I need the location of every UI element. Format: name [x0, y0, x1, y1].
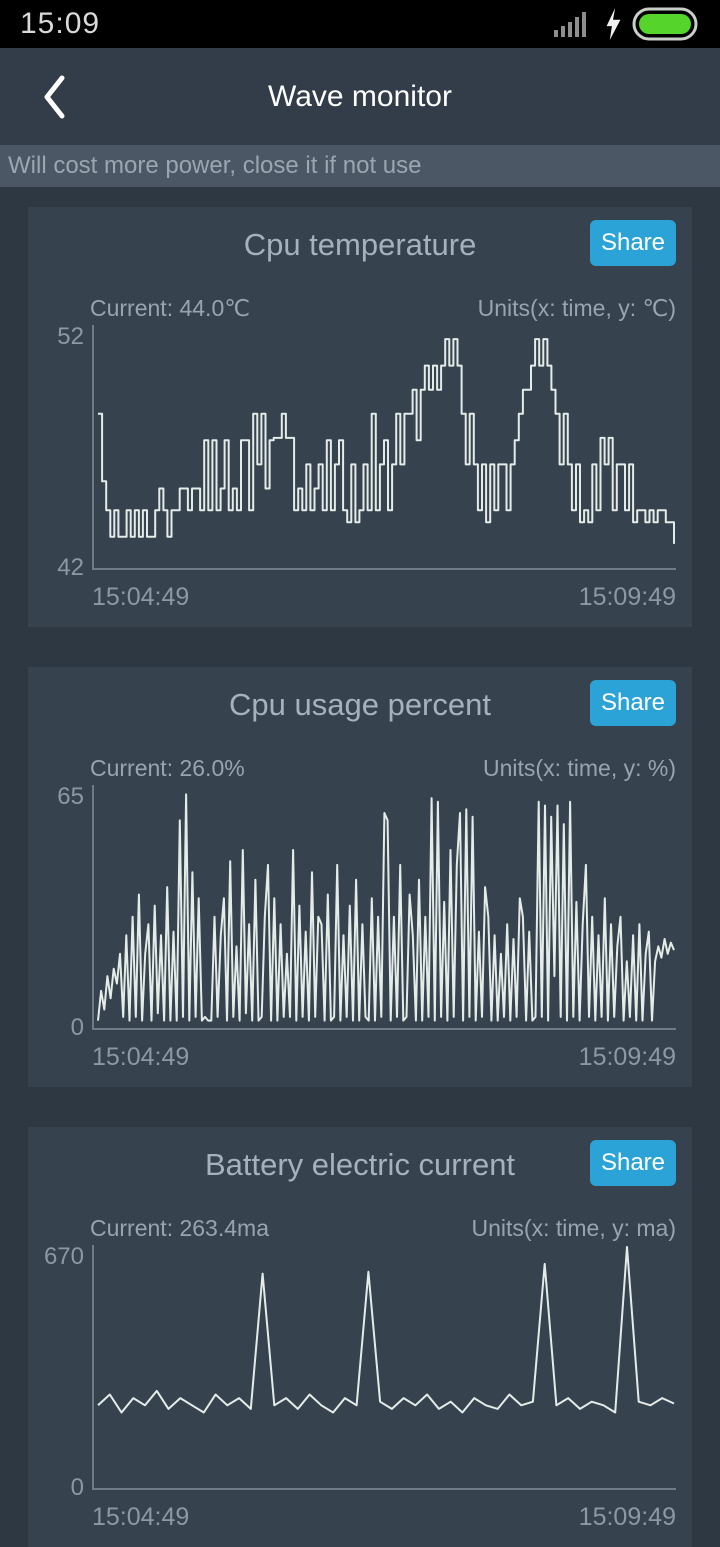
power-warning-banner: Will cost more power, close it if not us…	[0, 145, 720, 187]
x-axis-start-label: 15:04:49	[92, 1503, 190, 1531]
battery-icon	[632, 7, 698, 41]
chart-info-row: Current: 26.0% Units(x: time, y: %)	[90, 755, 676, 782]
app-bar: Wave monitor	[0, 48, 720, 145]
card-title: Cpu temperature	[243, 227, 477, 262]
status-icons	[554, 7, 700, 41]
units-label: Units(x: time, y: %)	[483, 755, 676, 781]
share-button[interactable]: Share	[590, 1140, 676, 1186]
units-label: Units(x: time, y: ℃)	[477, 295, 676, 321]
current-value: Current: 26.0%	[90, 755, 245, 781]
battery-current-card: Battery electric current Share Current: …	[28, 1127, 692, 1547]
x-axis-end-label: 15:09:49	[578, 1043, 676, 1071]
status-bar: 15:09	[0, 0, 720, 48]
card-title: Cpu usage percent	[229, 687, 491, 722]
x-axis-labels: 15:04:49 15:09:49	[92, 1043, 676, 1072]
x-axis-start-label: 15:04:49	[92, 1043, 190, 1071]
chart-info-row: Current: 44.0℃ Units(x: time, y: ℃)	[90, 295, 676, 322]
chart-info-row: Current: 263.4ma Units(x: time, y: ma)	[90, 1215, 676, 1242]
back-button[interactable]	[30, 48, 78, 145]
cpu-temperature-card: Cpu temperature Share Current: 44.0℃ Uni…	[28, 207, 692, 627]
x-axis-start-label: 15:04:49	[92, 583, 190, 611]
y-axis-max-label: 670	[43, 1243, 84, 1270]
current-value: Current: 44.0℃	[90, 295, 251, 321]
share-button[interactable]: Share	[590, 680, 676, 726]
back-chevron-icon	[44, 75, 65, 118]
page-title: Wave monitor	[268, 79, 452, 113]
x-axis-labels: 15:04:49 15:09:49	[92, 1503, 676, 1532]
y-axis-min-label: 0	[70, 1474, 84, 1501]
chart-plot-area	[92, 325, 676, 570]
y-axis-min-label: 42	[57, 554, 84, 581]
x-axis-end-label: 15:09:49	[578, 583, 676, 611]
cpu-usage-chart	[92, 785, 676, 1030]
status-clock: 15:09	[20, 7, 101, 40]
chart-plot-area	[92, 785, 676, 1030]
y-axis-max-label: 65	[57, 783, 84, 810]
chart-plot-area	[92, 1245, 676, 1490]
share-button[interactable]: Share	[590, 220, 676, 266]
charging-bolt-icon	[606, 8, 621, 40]
y-axis-max-label: 52	[57, 323, 84, 350]
card-title: Battery electric current	[204, 1147, 516, 1182]
power-warning-text: Will cost more power, close it if not us…	[8, 152, 422, 179]
units-label: Units(x: time, y: ma)	[471, 1215, 676, 1241]
cpu-temperature-chart	[92, 325, 676, 570]
signal-strength-icon	[554, 12, 586, 37]
y-axis-min-label: 0	[70, 1014, 84, 1041]
current-value: Current: 263.4ma	[90, 1215, 269, 1241]
battery-current-chart	[92, 1245, 676, 1490]
x-axis-end-label: 15:09:49	[578, 1503, 676, 1531]
x-axis-labels: 15:04:49 15:09:49	[92, 583, 676, 612]
cpu-usage-card: Cpu usage percent Share Current: 26.0% U…	[28, 667, 692, 1087]
